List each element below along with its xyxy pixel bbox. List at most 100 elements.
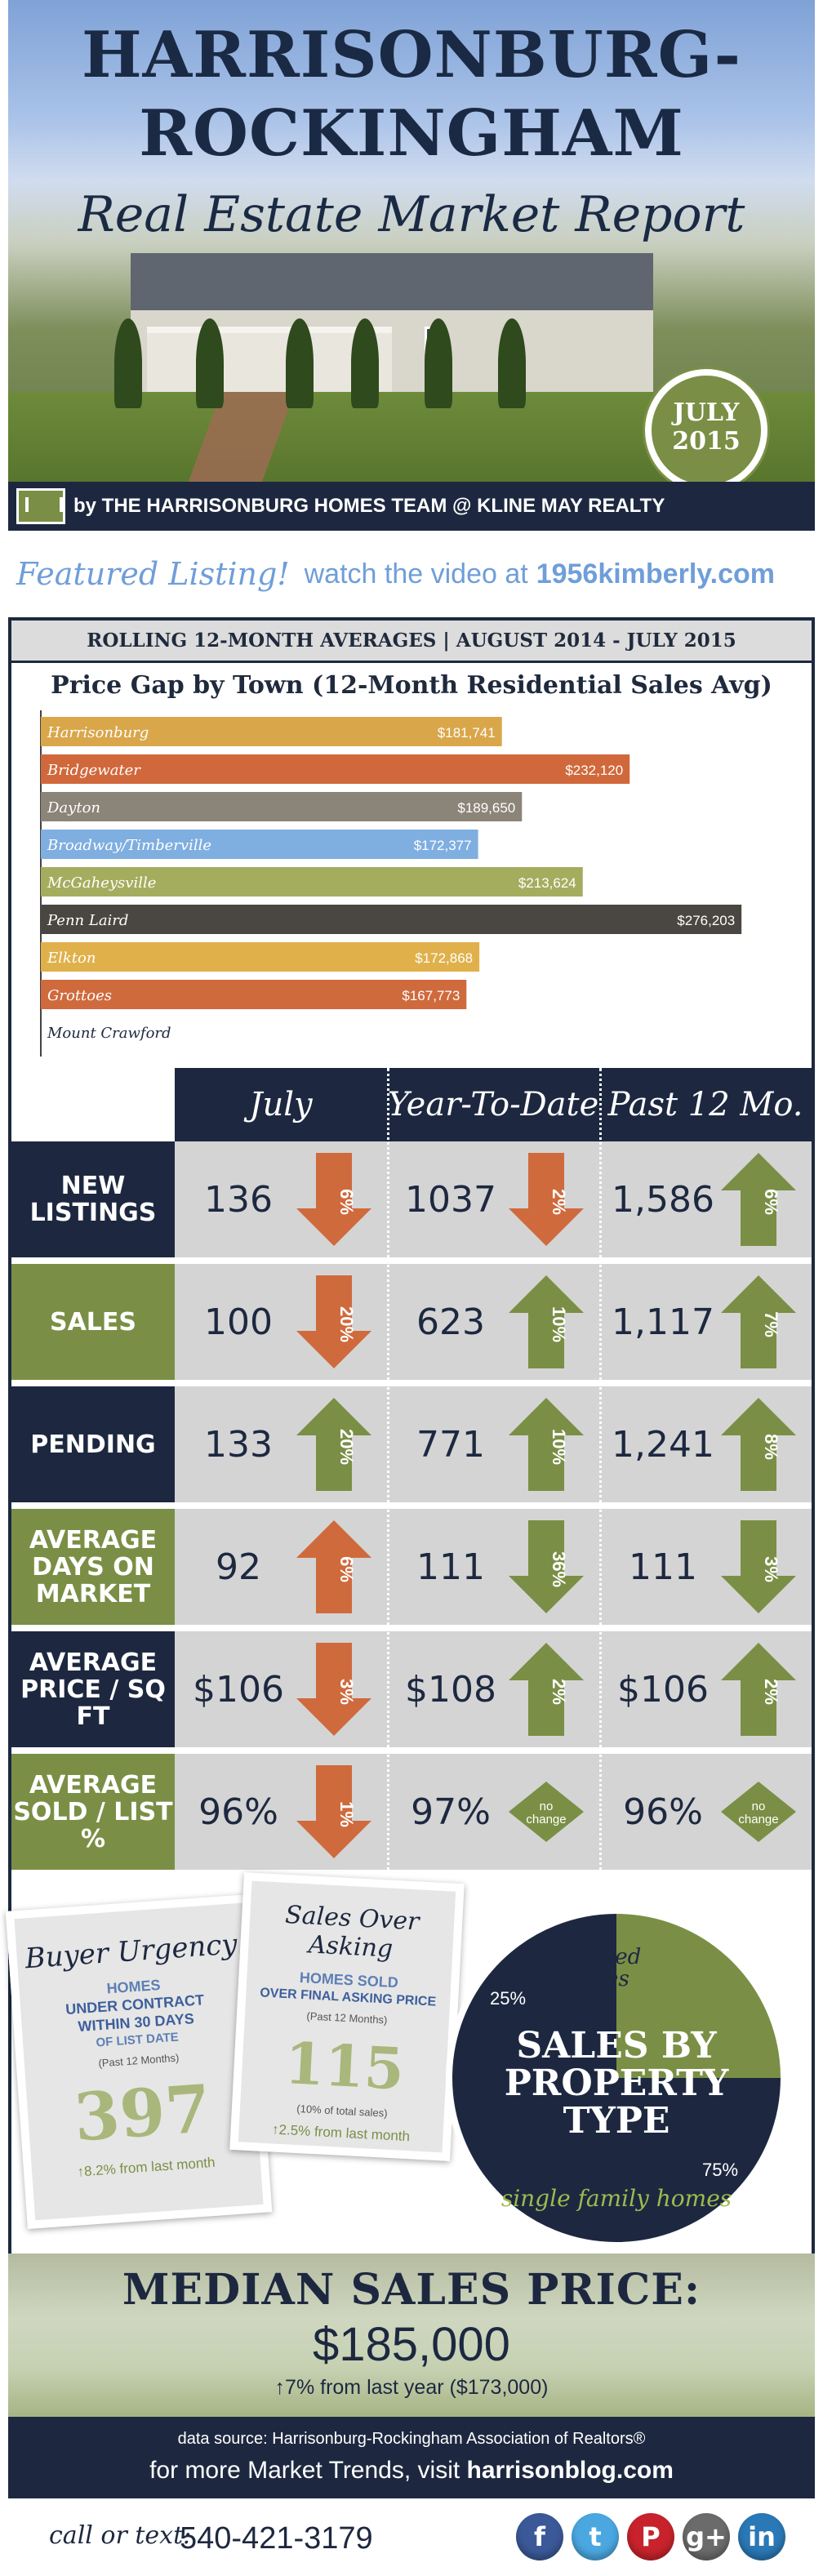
bar bbox=[41, 980, 467, 1009]
change-label: 3% bbox=[761, 1556, 781, 1582]
arrow-down-icon: 3% bbox=[718, 1519, 799, 1615]
bar-category-label: Penn Laird bbox=[47, 912, 128, 929]
bar bbox=[41, 754, 630, 784]
stat-cell: 136 6% bbox=[175, 1141, 387, 1257]
phone-number[interactable]: 540-421-3179 bbox=[180, 2521, 373, 2556]
stat-cell: 1037 2% bbox=[387, 1141, 599, 1257]
pie-title: PROPERTY bbox=[505, 2062, 729, 2104]
change-shape bbox=[296, 1398, 371, 1491]
change-shape bbox=[296, 1520, 371, 1613]
change-label: no change bbox=[738, 1800, 778, 1826]
change-label: 2% bbox=[549, 1679, 569, 1705]
change-shape bbox=[296, 1765, 371, 1858]
bar-category-label: Mount Crawford bbox=[47, 1025, 171, 1042]
change-label: 20% bbox=[336, 1429, 357, 1465]
diamond-icon: no change bbox=[505, 1764, 587, 1860]
tree bbox=[351, 318, 379, 408]
row-background bbox=[175, 1141, 812, 1257]
change-shape bbox=[509, 1275, 584, 1368]
googleplus-icon[interactable]: g+ bbox=[683, 2513, 730, 2560]
featured-link[interactable]: 1956kimberly.com bbox=[536, 558, 776, 589]
pinterest-icon[interactable]: P bbox=[627, 2513, 674, 2560]
slice-percent: 75% bbox=[702, 2160, 738, 2180]
featured-listing: Featured Listing! watch the video at 195… bbox=[16, 545, 808, 603]
row-label: AVERAGE PRICE / SQ FT bbox=[11, 1631, 175, 1747]
row-label: AVERAGE SOLD / LIST % bbox=[11, 1754, 175, 1870]
arrow-down-icon: 20% bbox=[293, 1274, 375, 1370]
change-label: 3% bbox=[336, 1679, 357, 1705]
bar-category-label: Harrisonburg bbox=[47, 724, 149, 741]
arrow-down-icon: 2% bbox=[505, 1151, 587, 1248]
stats-row: PENDING 133 20% 771 10% 1,241 8% bbox=[11, 1386, 812, 1509]
bar bbox=[41, 830, 478, 859]
column-header-blank bbox=[11, 1068, 175, 1141]
stat-value: $106 bbox=[617, 1668, 709, 1711]
change-shape bbox=[296, 1275, 371, 1368]
median-value: $185,000 bbox=[313, 2318, 510, 2371]
bar-value-label: $172,868 bbox=[415, 950, 473, 966]
stat-value: 1,241 bbox=[612, 1423, 714, 1466]
stat-value: 771 bbox=[416, 1423, 485, 1466]
facebook-icon[interactable]: f bbox=[516, 2513, 563, 2560]
page-subtitle: Real Estate Market Report bbox=[78, 186, 745, 243]
change-label: 20% bbox=[336, 1306, 357, 1342]
change-label: 6% bbox=[336, 1189, 357, 1215]
change-label: 1% bbox=[336, 1801, 357, 1827]
stat-value: 1,586 bbox=[612, 1178, 714, 1221]
row-background bbox=[175, 1264, 812, 1380]
stats-row: AVERAGE SOLD / LIST % 96% 1% 97% no change 96%… bbox=[11, 1754, 812, 1876]
stat-value: 97% bbox=[411, 1791, 491, 1833]
median-title: MEDIAN SALES PRICE: bbox=[122, 2265, 701, 2315]
date-badge: JULY 2015 bbox=[645, 369, 767, 492]
stat-cell: 623 10% bbox=[387, 1264, 599, 1380]
change-shape bbox=[509, 1153, 584, 1246]
stat-value: 96% bbox=[623, 1791, 703, 1833]
tree bbox=[425, 318, 452, 408]
linkedin-icon[interactable]: in bbox=[738, 2513, 785, 2560]
rolling-header: ROLLING 12-MONTH AVERAGES | AUGUST 2014 … bbox=[11, 621, 812, 663]
column-header-ytd: Year-To-Date bbox=[387, 1068, 599, 1141]
stat-cell: 97% no change bbox=[387, 1754, 599, 1870]
change-shape bbox=[509, 1643, 584, 1736]
sales-over-asking-number: 115 bbox=[282, 2029, 406, 2103]
tree bbox=[114, 318, 142, 408]
bar-category-label: Broadway/Timberville bbox=[47, 837, 211, 854]
arrow-down-icon: 1% bbox=[293, 1764, 375, 1860]
featured-text: watch the video at bbox=[304, 558, 528, 589]
arrow-up-icon: 10% bbox=[505, 1396, 587, 1493]
row-background bbox=[175, 1386, 812, 1502]
arrow-down-icon: 3% bbox=[293, 1641, 375, 1737]
twitter-icon[interactable]: t bbox=[572, 2513, 619, 2560]
tree bbox=[498, 318, 526, 408]
change-shape bbox=[509, 1782, 584, 1842]
buyer-urgency-card: Buyer Urgency HOMES UNDER CONTRACT WITHI… bbox=[5, 1894, 273, 2229]
row-label: NEW LISTINGS bbox=[11, 1141, 175, 1257]
row-label: PENDING bbox=[11, 1386, 175, 1502]
sales-over-asking-card: Sales Over Asking HOMES SOLD OVER FINAL … bbox=[229, 1872, 465, 2161]
stat-value: 1037 bbox=[405, 1178, 496, 1221]
tree bbox=[196, 318, 224, 408]
stats-row: AVERAGE PRICE / SQ FT $106 3% $108 2% $106 2% bbox=[11, 1631, 812, 1754]
arrow-down-icon: 36% bbox=[505, 1519, 587, 1615]
stat-value: 136 bbox=[204, 1178, 273, 1221]
tree bbox=[286, 318, 314, 408]
change-shape bbox=[509, 1398, 584, 1491]
stat-cell: 92 6% bbox=[175, 1509, 387, 1625]
stat-value: $106 bbox=[193, 1668, 284, 1711]
blog-link[interactable]: harrisonblog.com bbox=[466, 2457, 674, 2484]
stat-cell: 1,586 6% bbox=[599, 1141, 812, 1257]
data-source: data source: Harrisonburg-Rockingham Ass… bbox=[177, 2430, 646, 2448]
stat-value: 92 bbox=[216, 1546, 261, 1588]
arrow-up-icon: 6% bbox=[293, 1519, 375, 1615]
stats-row: AVERAGE DAYS ON MARKET 92 6% 111 36% 111 3% bbox=[11, 1509, 812, 1631]
byline-text: by THE HARRISONBURG HOMES TEAM @ KLINE M… bbox=[73, 495, 665, 517]
stat-cell: 111 36% bbox=[387, 1509, 599, 1625]
row-label: AVERAGE DAYS ON MARKET bbox=[11, 1509, 175, 1625]
change-shape bbox=[296, 1153, 371, 1246]
change-shape bbox=[721, 1153, 796, 1246]
row-background bbox=[175, 1631, 812, 1747]
bar bbox=[41, 905, 742, 934]
price-gap-chart: $181,741 Harrisonburg $232,120 Bridgewater $… bbox=[40, 710, 742, 1057]
stat-cell: $106 2% bbox=[599, 1631, 812, 1747]
